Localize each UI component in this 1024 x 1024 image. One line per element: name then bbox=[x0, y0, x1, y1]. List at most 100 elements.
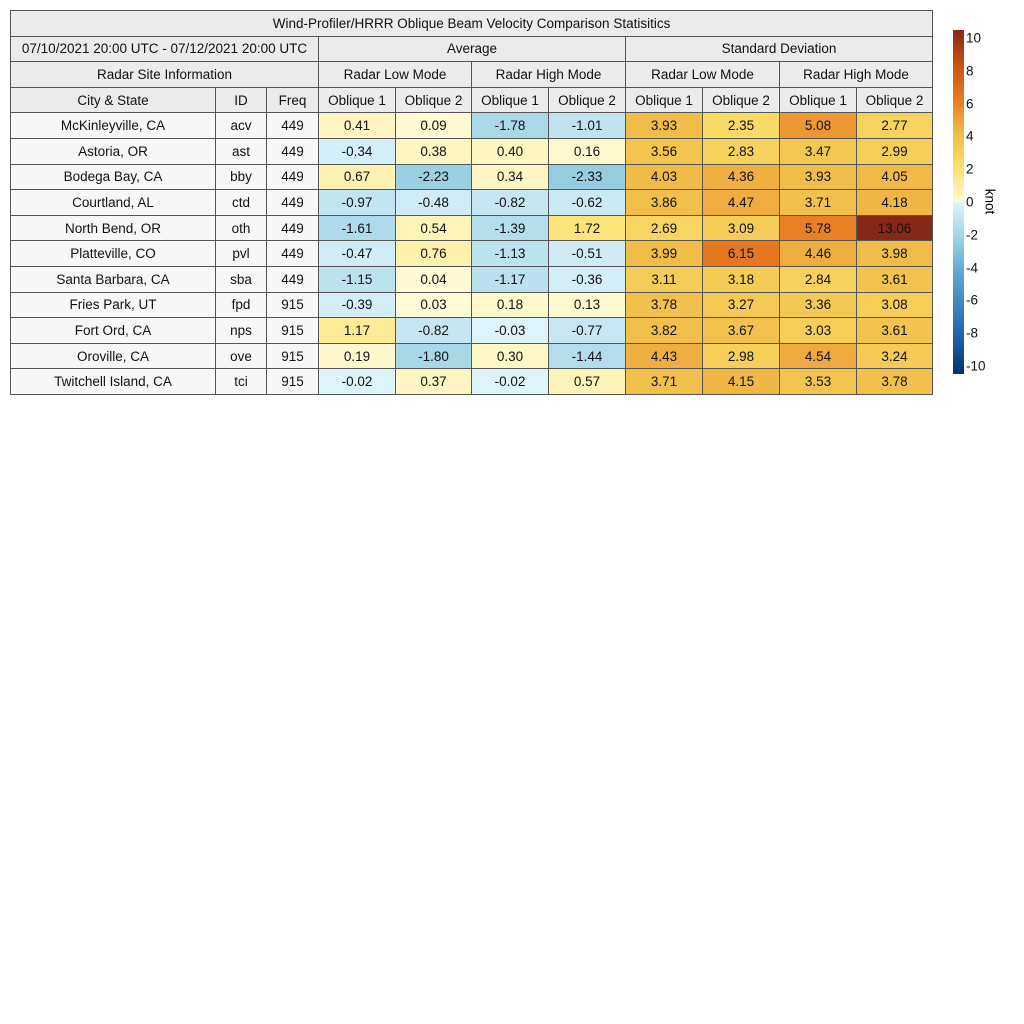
heatmap-cell: 3.71 bbox=[779, 189, 857, 216]
column-header: Oblique 1 bbox=[471, 86, 549, 114]
heatmap-cell: 4.18 bbox=[855, 189, 934, 216]
heatmap-cell: 4.47 bbox=[702, 189, 780, 216]
heatmap-cell: -1.15 bbox=[318, 265, 396, 293]
heatmap-cell: -2.23 bbox=[395, 163, 472, 191]
id-cell: ast bbox=[215, 137, 267, 165]
colorbar-tick: 10 bbox=[966, 30, 982, 46]
mode-header: Radar Low Mode bbox=[318, 61, 472, 88]
colorbar-tick: 2 bbox=[966, 161, 974, 177]
site-info-header: Radar Site Information bbox=[10, 61, 319, 88]
heatmap-cell: 0.54 bbox=[395, 214, 472, 242]
freq-cell: 449 bbox=[266, 112, 319, 139]
freq-cell: 449 bbox=[266, 265, 319, 293]
heatmap-cell: -0.39 bbox=[318, 291, 396, 319]
heatmap-cell: -1.44 bbox=[548, 342, 626, 370]
heatmap-cell: 3.93 bbox=[779, 163, 857, 191]
id-cell: fpd bbox=[215, 291, 267, 319]
freq-cell: 915 bbox=[266, 291, 319, 319]
table-row: McKinleyville, CA acv 449 0.41 0.09 -1.78 -1.0… bbox=[10, 112, 934, 139]
city-cell: Twitchell Island, CA bbox=[10, 368, 216, 395]
heatmap-cell: 13.06 bbox=[855, 214, 934, 242]
heatmap-cell: 0.37 bbox=[395, 368, 472, 395]
heatmap-cell: 0.40 bbox=[471, 137, 549, 165]
column-header: Oblique 1 bbox=[779, 86, 857, 114]
table-row: Fort Ord, CA nps 915 1.17 -0.82 -0.03 -0.77 3.8… bbox=[10, 317, 934, 344]
colorbar-tick: -6 bbox=[966, 292, 979, 308]
heatmap-cell: 3.86 bbox=[625, 189, 703, 216]
heatmap-cell: 2.83 bbox=[702, 137, 780, 165]
heatmap-cell: 0.76 bbox=[395, 240, 472, 267]
heatmap-cell: -1.17 bbox=[471, 265, 549, 293]
heatmap-cell: 3.78 bbox=[625, 291, 703, 319]
freq-cell: 449 bbox=[266, 137, 319, 165]
heatmap-cell: 3.53 bbox=[779, 368, 857, 395]
heatmap-cell: -0.82 bbox=[395, 317, 472, 344]
heatmap-cell: -1.01 bbox=[548, 112, 626, 139]
heatmap-cell: -0.97 bbox=[318, 189, 396, 216]
heatmap-cell: 3.99 bbox=[625, 240, 703, 267]
table-row: North Bend, OR oth 449 -1.61 0.54 -1.39 1.72 2.… bbox=[10, 214, 934, 242]
heatmap-cell: 0.38 bbox=[395, 137, 472, 165]
column-header: City & State bbox=[10, 86, 216, 114]
heatmap-cell: 0.67 bbox=[318, 163, 396, 191]
colorbar bbox=[953, 30, 964, 374]
heatmap-cell: 3.56 bbox=[625, 137, 703, 165]
heatmap-cell: 1.17 bbox=[318, 317, 396, 344]
city-cell: Fort Ord, CA bbox=[10, 317, 216, 344]
heatmap-cell: 0.04 bbox=[395, 265, 472, 293]
heatmap-cell: 2.69 bbox=[625, 214, 703, 242]
heatmap-cell: 4.03 bbox=[625, 163, 703, 191]
heatmap-cell: -1.80 bbox=[395, 342, 472, 370]
city-cell: Platteville, CO bbox=[10, 240, 216, 267]
city-cell: Courtland, AL bbox=[10, 189, 216, 216]
heatmap-cell: 2.77 bbox=[855, 112, 934, 139]
column-header: Oblique 1 bbox=[625, 86, 703, 114]
heatmap-cell: -0.47 bbox=[318, 240, 396, 267]
heatmap-cell: 3.67 bbox=[702, 317, 780, 344]
column-header: Oblique 2 bbox=[395, 86, 472, 114]
column-header: Oblique 1 bbox=[318, 86, 396, 114]
column-header: ID bbox=[215, 86, 267, 114]
heatmap-cell: 3.09 bbox=[702, 214, 780, 242]
heatmap-cell: 2.35 bbox=[702, 112, 780, 139]
freq-cell: 449 bbox=[266, 163, 319, 191]
heatmap-cell: 3.03 bbox=[779, 317, 857, 344]
date-range: 07/10/2021 20:00 UTC - 07/12/2021 20:00 … bbox=[10, 35, 319, 63]
heatmap-cell: 2.99 bbox=[855, 137, 934, 165]
table-row: Bodega Bay, CA bby 449 0.67 -2.23 0.34 -2.33 4.… bbox=[10, 163, 934, 191]
mode-header: Radar Low Mode bbox=[625, 61, 780, 88]
heatmap-cell: 3.18 bbox=[702, 265, 780, 293]
column-header: Oblique 2 bbox=[548, 86, 626, 114]
heatmap-cell: 2.98 bbox=[702, 342, 780, 370]
freq-cell: 449 bbox=[266, 189, 319, 216]
id-cell: acv bbox=[215, 112, 267, 139]
heatmap-cell: 3.24 bbox=[855, 342, 934, 370]
id-cell: bby bbox=[215, 163, 267, 191]
mode-header: Radar High Mode bbox=[471, 61, 626, 88]
mode-header: Radar High Mode bbox=[778, 61, 934, 88]
column-header: Oblique 2 bbox=[855, 86, 934, 114]
heatmap-cell: 2.84 bbox=[779, 265, 857, 293]
table-row: Courtland, AL ctd 449 -0.97 -0.48 -0.82 -0.62 3… bbox=[10, 189, 934, 216]
heatmap-cell: 4.36 bbox=[702, 163, 780, 191]
heatmap-cell: -1.78 bbox=[471, 112, 549, 139]
heatmap-cell: -0.48 bbox=[395, 189, 472, 216]
city-cell: Oroville, CA bbox=[10, 342, 216, 370]
heatmap-cell: 5.78 bbox=[779, 214, 857, 242]
city-cell: Bodega Bay, CA bbox=[10, 163, 216, 191]
heatmap-cell: 3.82 bbox=[625, 317, 703, 344]
colorbar-tick: -10 bbox=[966, 358, 986, 374]
heatmap-cell: 3.27 bbox=[702, 291, 780, 319]
heatmap-cell: -0.03 bbox=[471, 317, 549, 344]
heatmap-cell: 3.47 bbox=[779, 137, 857, 165]
heatmap-cell: -0.34 bbox=[318, 137, 396, 165]
heatmap-cell: -0.36 bbox=[548, 265, 626, 293]
colorbar-tick: -4 bbox=[966, 260, 979, 276]
table-row: Santa Barbara, CA sba 449 -1.15 0.04 -1.17 -0.… bbox=[10, 265, 934, 293]
heatmap-cell: 3.61 bbox=[855, 317, 934, 344]
id-cell: ctd bbox=[215, 189, 267, 216]
city-cell: Astoria, OR bbox=[10, 137, 216, 165]
heatmap-cell: -2.33 bbox=[548, 163, 626, 191]
heatmap-cell: 0.19 bbox=[318, 342, 396, 370]
city-cell: Fries Park, UT bbox=[10, 291, 216, 319]
